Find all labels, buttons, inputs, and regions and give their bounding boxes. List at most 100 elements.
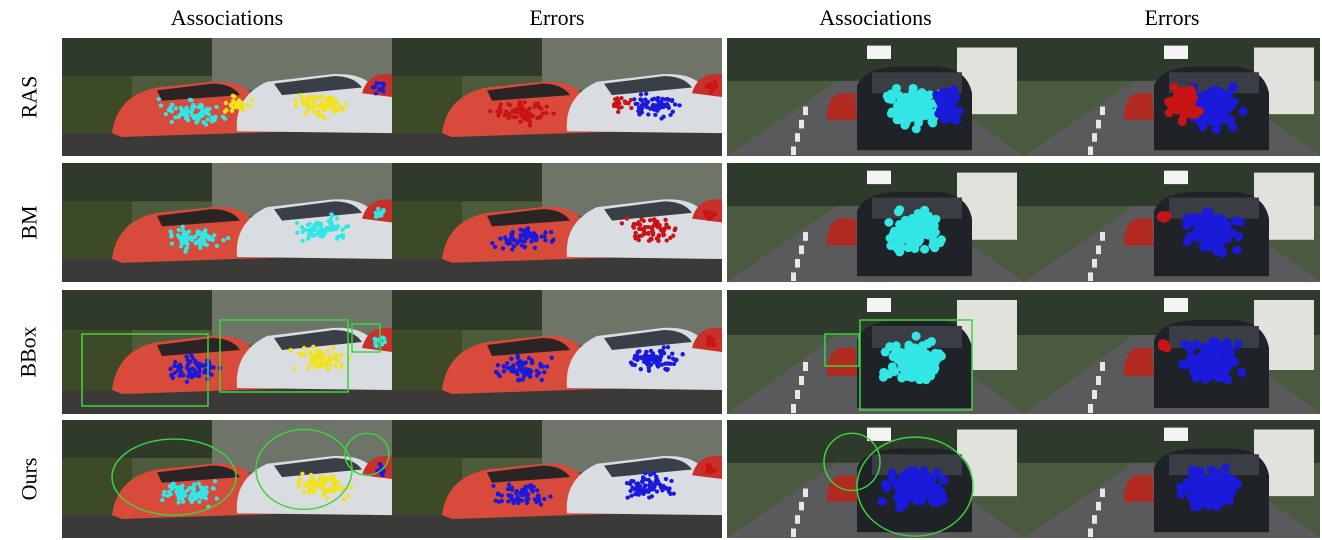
panel-bbox-errors-left (392, 290, 722, 414)
feature-point (665, 367, 670, 372)
feature-point (652, 481, 658, 486)
feature-point (305, 236, 311, 241)
panel-bbox-associations-right (727, 290, 1024, 414)
feature-point (524, 500, 530, 506)
feature-point (224, 107, 229, 113)
feature-point (646, 368, 652, 373)
feature-point (704, 469, 709, 474)
feature-point (230, 98, 236, 104)
feature-point (326, 98, 331, 103)
feature-point (323, 104, 329, 109)
feature-point (518, 227, 523, 232)
feature-point (339, 105, 344, 110)
feature-point (887, 107, 897, 117)
feature-point (212, 479, 218, 484)
feature-point (631, 221, 637, 227)
feature-point (653, 354, 659, 360)
panel-bm-errors-left (392, 163, 722, 282)
feature-point (1204, 226, 1214, 236)
feature-point (525, 492, 530, 497)
feature-point (184, 105, 189, 110)
feature-point (671, 233, 676, 238)
feature-point (656, 234, 661, 239)
feature-point (1198, 242, 1208, 252)
feature-point (663, 476, 669, 482)
feature-point (169, 232, 174, 238)
feature-point (669, 98, 675, 104)
feature-point (522, 230, 528, 235)
feature-point (639, 227, 644, 232)
feature-point (1195, 212, 1205, 222)
feature-point (884, 218, 894, 227)
panel-bbox-associations-left (62, 290, 392, 414)
feature-point (214, 104, 219, 110)
feature-point (629, 105, 634, 111)
row-label-bbox: BBox (15, 326, 41, 378)
feature-point (333, 354, 339, 360)
feature-point (194, 362, 200, 368)
feature-point (664, 222, 669, 227)
feature-point (1186, 492, 1196, 501)
feature-point (954, 106, 964, 116)
feature-point (904, 363, 914, 373)
feature-point (293, 99, 298, 104)
feature-point (190, 107, 195, 112)
feature-point (335, 358, 341, 363)
feature-point (1208, 216, 1218, 225)
feature-point (929, 221, 939, 231)
feature-point (1176, 490, 1186, 499)
feature-point (311, 490, 317, 495)
feature-point (650, 97, 655, 102)
feature-point (306, 479, 311, 484)
feature-point (508, 365, 513, 371)
feature-point (236, 99, 241, 104)
feature-point (634, 492, 639, 497)
feature-point (382, 339, 388, 345)
row-label-ours: Ours (16, 457, 41, 501)
feature-point (1213, 353, 1223, 363)
scene-image (392, 163, 722, 282)
feature-point (501, 369, 507, 374)
feature-point (198, 242, 203, 247)
feature-point (651, 471, 657, 476)
scene-image (727, 290, 1024, 414)
feature-point (635, 101, 640, 106)
feature-point (514, 497, 520, 502)
feature-point (511, 243, 517, 249)
feature-point (250, 97, 255, 102)
feature-point (346, 494, 351, 499)
feature-point (645, 224, 651, 230)
feature-point (936, 235, 946, 244)
feature-point (518, 235, 523, 240)
feature-point (921, 365, 931, 375)
feature-point (322, 115, 327, 120)
feature-point (181, 373, 186, 378)
feature-point (619, 96, 624, 101)
feature-point (633, 230, 638, 236)
feature-point (309, 353, 315, 359)
feature-point (638, 366, 643, 372)
feature-point (887, 362, 897, 372)
feature-point (644, 349, 649, 355)
feature-point (1237, 368, 1247, 378)
feature-point (180, 483, 185, 488)
feature-point (540, 111, 545, 116)
feature-point (207, 237, 212, 242)
feature-point (509, 356, 514, 362)
feature-point (653, 112, 658, 117)
feature-point (917, 372, 927, 382)
feature-point (528, 370, 533, 376)
feature-point (906, 229, 916, 239)
feature-point (899, 500, 909, 509)
feature-point (325, 348, 331, 353)
feature-point (310, 484, 315, 489)
feature-point (504, 240, 509, 245)
feature-point (163, 111, 169, 117)
feature-point (321, 107, 326, 112)
feature-point (380, 335, 385, 340)
feature-point (625, 495, 630, 500)
feature-point (652, 359, 657, 365)
feature-point (500, 246, 506, 251)
feature-point (534, 373, 540, 378)
feature-point (185, 241, 190, 246)
